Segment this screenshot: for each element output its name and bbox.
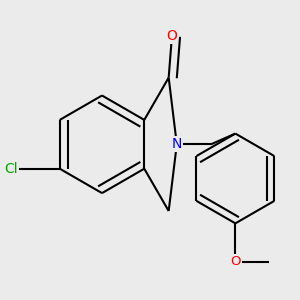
Text: Cl: Cl <box>4 162 18 176</box>
Text: O: O <box>167 29 177 43</box>
Text: N: N <box>172 137 182 151</box>
Text: O: O <box>230 255 241 268</box>
